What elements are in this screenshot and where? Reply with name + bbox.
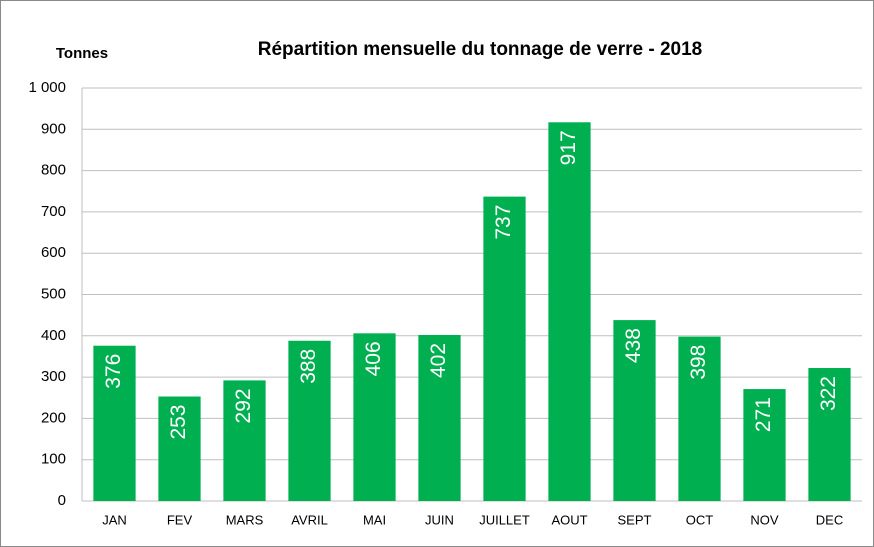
bar	[93, 345, 136, 501]
bar	[418, 334, 461, 501]
y-tick-label: 0	[58, 492, 66, 509]
data-label: 388	[297, 349, 320, 384]
x-tick-label: OCT	[686, 512, 714, 527]
x-tick-label: JAN	[102, 512, 127, 527]
bar	[808, 368, 851, 501]
data-label: 737	[492, 205, 515, 240]
y-axis-label: Tonnes	[56, 45, 108, 62]
data-label: 322	[817, 376, 840, 411]
data-label: 406	[362, 341, 385, 376]
y-tick-label: 700	[41, 203, 66, 220]
data-label: 402	[427, 343, 450, 378]
y-tick-label: 600	[41, 244, 66, 261]
x-tick-label: JUILLET	[479, 512, 530, 527]
data-label: 292	[232, 388, 255, 423]
y-tick-label: 300	[41, 368, 66, 385]
data-label: 917	[557, 130, 580, 165]
y-tick-label: 100	[41, 451, 66, 468]
data-label: 398	[687, 345, 710, 380]
y-tick-label: 900	[41, 120, 66, 137]
bar	[288, 340, 331, 501]
x-tick-label: SEPT	[618, 512, 652, 527]
bar	[743, 389, 786, 501]
x-tick-label: MARS	[226, 512, 264, 527]
x-tick-label: JUIN	[425, 512, 454, 527]
y-tick-label: 400	[41, 327, 66, 344]
y-tick-label: 1 000	[28, 79, 66, 96]
data-label: 438	[622, 328, 645, 363]
x-tick-label: FEV	[167, 512, 193, 527]
bar	[613, 320, 656, 501]
bar	[158, 396, 201, 501]
bar	[223, 380, 266, 501]
y-tick-label: 800	[41, 162, 66, 179]
bar	[353, 333, 396, 501]
x-tick-label: NOV	[750, 512, 779, 527]
chart-title: Répartition mensuelle du tonnage de verr…	[258, 39, 703, 60]
data-label: 376	[102, 354, 125, 389]
x-tick-label: DEC	[816, 512, 843, 527]
bar	[548, 122, 591, 502]
data-label: 253	[167, 405, 190, 440]
y-tick-label: 500	[41, 285, 66, 302]
x-tick-label: AVRIL	[291, 512, 328, 527]
bar	[483, 196, 526, 501]
x-tick-label: MAI	[363, 512, 386, 527]
data-label: 271	[752, 397, 775, 432]
x-tick-label: AOUT	[551, 512, 587, 527]
y-tick-label: 200	[41, 409, 66, 426]
bar	[678, 336, 721, 501]
